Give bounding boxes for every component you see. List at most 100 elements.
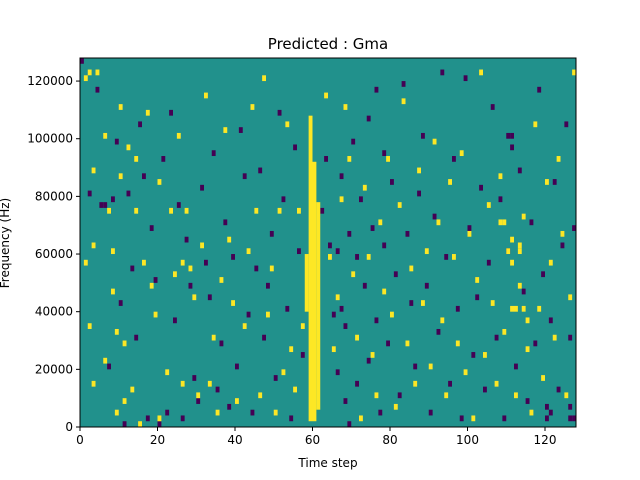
heatmap-cell-low [409, 300, 414, 306]
heatmap-cell-low [293, 144, 297, 151]
heatmap-cell-low [176, 202, 181, 208]
heatmap-cell-low [339, 305, 344, 312]
heatmap-cell-high [343, 104, 348, 110]
heatmap-cell-low [564, 121, 569, 128]
heatmap-cell-high [510, 236, 514, 243]
heatmap-cell-high [521, 305, 526, 312]
heatmap-cell-high [254, 207, 259, 214]
heatmap-cell-low [393, 271, 398, 278]
heatmap-cell-high [269, 265, 274, 272]
heatmap-cell-low [242, 173, 247, 180]
heatmap-cell-low [568, 415, 573, 422]
heatmap-cell-low [541, 271, 545, 278]
x-tick-label: 0 [76, 433, 84, 447]
heatmap-cell-low [161, 156, 166, 162]
heatmap-cell-high [564, 392, 569, 399]
heatmap-cell-high [227, 236, 232, 243]
heatmap-cell-high [184, 207, 189, 214]
heatmap-cell-high [440, 317, 445, 324]
heatmap-cell-high [525, 346, 530, 353]
heatmap-cell-low [238, 127, 243, 133]
heatmap-cell-high [126, 144, 131, 151]
heatmap-cell-high [91, 380, 96, 387]
heatmap-cell-high [176, 132, 181, 139]
heatmap-cell-high [452, 254, 456, 260]
heatmap-cell-high [250, 104, 255, 110]
heatmap-cell-high [498, 219, 503, 226]
heatmap-cell-low [142, 173, 146, 180]
heatmap-cell-high [91, 167, 96, 174]
heatmap-cell-high [351, 271, 356, 278]
heatmap-cell-low [347, 230, 352, 237]
y-tick-label: 80000 [35, 189, 73, 203]
heatmap-cell-low [95, 86, 100, 93]
heatmap-cell-low [390, 179, 394, 185]
heatmap-cell-high [83, 75, 88, 82]
heatmap-cell-low [331, 311, 336, 318]
heatmap-cell-high [347, 156, 352, 162]
heatmap-cell-high [436, 219, 441, 226]
heatmap-cell-low [207, 294, 212, 301]
heatmap-cell-high [242, 323, 247, 329]
heatmap-cell-high [118, 104, 123, 110]
heatmap-cell-high [517, 282, 522, 289]
heatmap-cell-high [83, 259, 88, 266]
heatmap-cell-low [552, 179, 557, 185]
heatmap-cell-high [362, 184, 367, 191]
heatmap-cell-high [91, 242, 96, 249]
heatmap-cell-high [432, 138, 437, 145]
heatmap-cell-low [231, 254, 235, 260]
heatmap-cell-low [343, 398, 348, 404]
heatmap-cell-high [134, 156, 139, 162]
heatmap-cell-high [374, 392, 379, 399]
heatmap-cell-low [254, 265, 259, 272]
heatmap-cell-high [107, 207, 111, 214]
heatmap-cell-low [126, 190, 131, 197]
heatmap-cell-low [521, 288, 526, 295]
heatmap-cell-high [114, 328, 119, 335]
heatmap-cell-high [467, 230, 472, 237]
heatmap-cell-high [409, 265, 414, 272]
heatmap-cell-high [297, 207, 301, 214]
heatmap-cell-low [386, 340, 390, 347]
heatmap-cell-high [328, 254, 332, 260]
heatmap-cell-high [277, 207, 282, 214]
heatmap-cell-high [215, 409, 220, 416]
heatmap-cell-low [382, 242, 387, 249]
x-tick-label: 60 [305, 433, 320, 447]
heatmap-cell-high [219, 277, 224, 283]
heatmap-cell-high [103, 357, 108, 364]
heatmap-cell-high [293, 386, 297, 393]
heatmap-cell-high [517, 242, 522, 249]
heatmap-cell-low [545, 415, 549, 422]
heatmap-cell-high [517, 248, 522, 255]
heatmap-cell-low [366, 115, 371, 122]
heatmap-cell-high [401, 98, 406, 105]
heatmap-cell-low [111, 196, 115, 203]
heatmap-cell-high [180, 259, 185, 266]
heatmap-cell-high [207, 380, 212, 387]
heatmap-cell-high [510, 259, 514, 266]
heatmap-cell-high [134, 207, 139, 214]
heatmap-cell-high [424, 248, 429, 255]
heatmap-cell-low [103, 202, 108, 208]
heatmap-cell-low [479, 184, 483, 191]
heatmap-cell-high [382, 288, 387, 295]
heatmap-cell-high [289, 346, 294, 353]
heatmap-cell-low [235, 363, 239, 370]
heatmap-cell-high [455, 340, 460, 347]
heatmap-band-high [312, 161, 317, 422]
heatmap-cell-high [548, 259, 553, 266]
heatmap-cell-low [452, 156, 456, 162]
heatmap-cell-high [192, 294, 197, 301]
heatmap-cell-low [320, 207, 325, 214]
heatmap-cell-high [393, 403, 398, 410]
x-tick-label: 120 [534, 433, 557, 447]
heatmap-cell-high [118, 173, 123, 180]
heatmap-cell-low [269, 230, 274, 237]
heatmap-cell-low [436, 328, 441, 335]
heatmap-cell-low [382, 150, 387, 157]
heatmap-cell-high [273, 409, 278, 416]
heatmap-cell-low [483, 386, 487, 393]
heatmap-cell-low [99, 202, 104, 208]
